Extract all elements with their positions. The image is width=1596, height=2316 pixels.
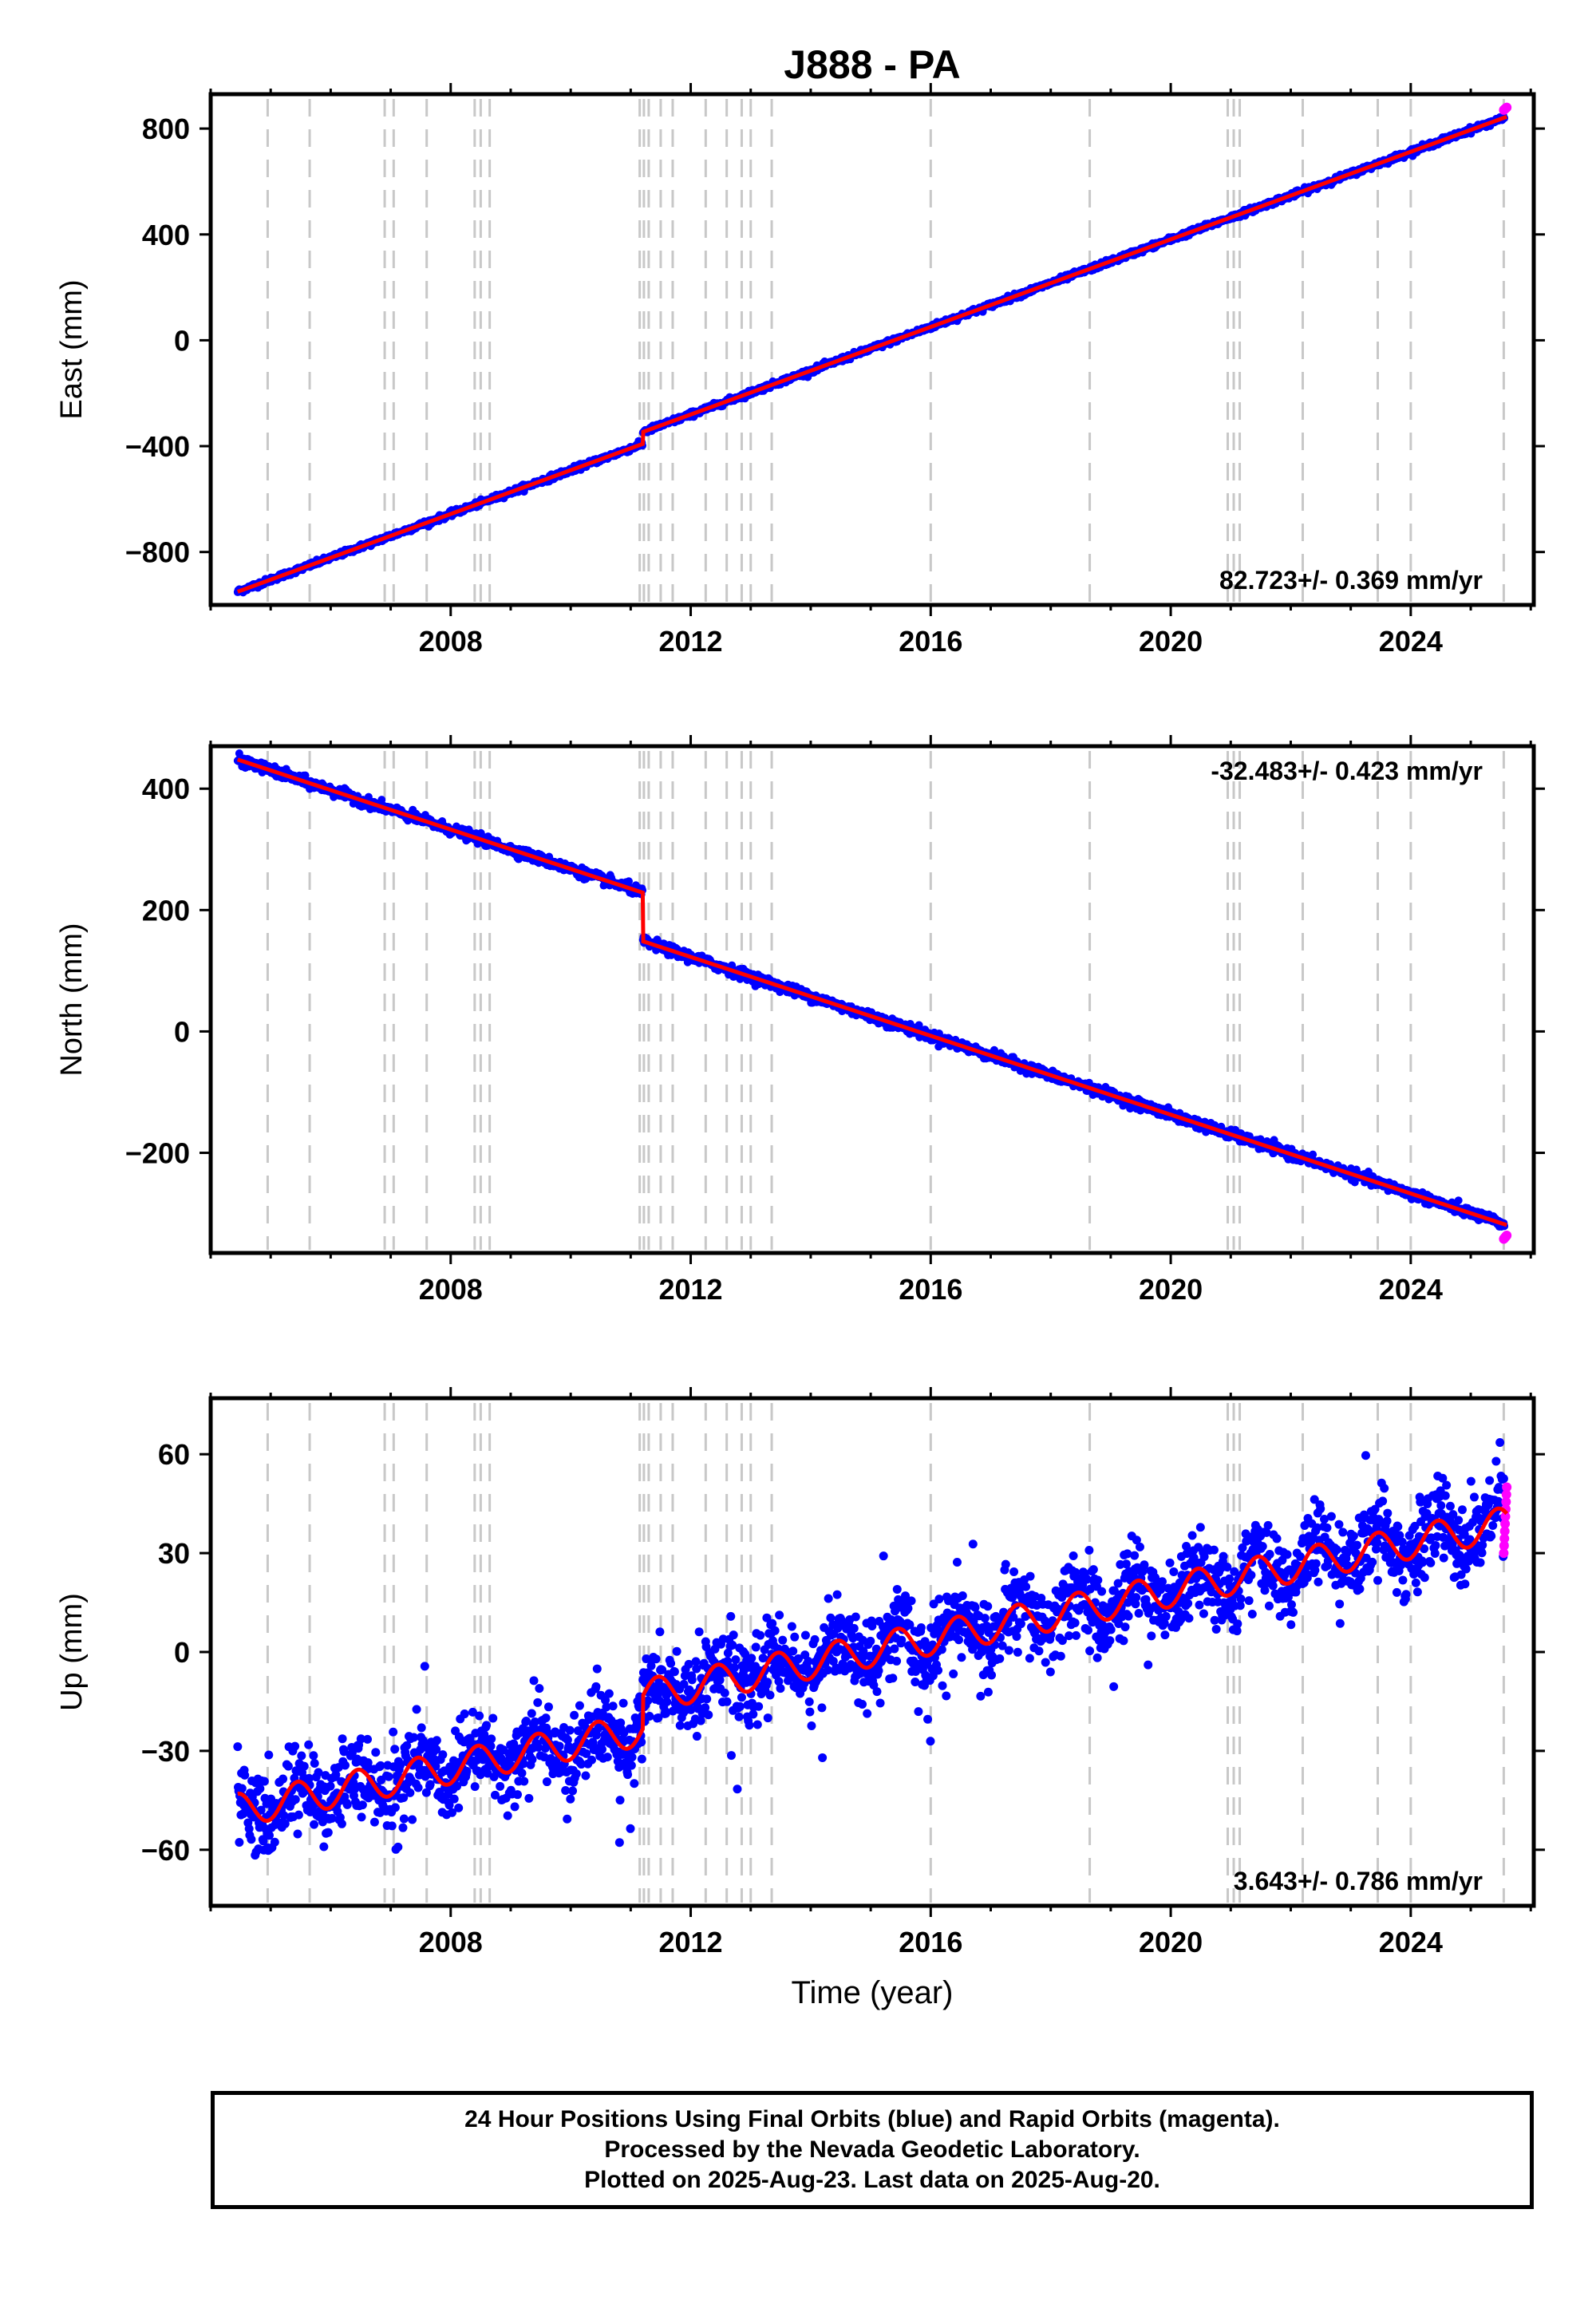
series-final-orbits xyxy=(233,1438,1509,1860)
model-fit-line xyxy=(236,114,1508,594)
x-tick-label: 2020 xyxy=(1139,1273,1203,1306)
data-point xyxy=(255,1784,265,1793)
data-point xyxy=(233,1742,243,1752)
y-tick-label: 200 xyxy=(142,894,190,927)
x-tick-label: 2016 xyxy=(899,1273,962,1306)
x-tick-label: 2012 xyxy=(658,1273,722,1306)
data-point xyxy=(283,1761,293,1771)
x-tick-label: 2024 xyxy=(1379,625,1443,658)
panel-north: 2008 2012 2016 2020 2024 −200 0 200 400 North (mm… xyxy=(55,735,1545,1306)
x-tick-label: 2016 xyxy=(899,625,962,658)
data-point xyxy=(279,1774,288,1784)
data-point xyxy=(247,1835,256,1844)
data-point xyxy=(259,1777,269,1786)
chart-panels: 2008 2012 2016 2020 2024 −800 −400 0 400 800 East … xyxy=(55,83,1545,2010)
y-axis-label: East (mm) xyxy=(55,279,89,419)
rate-annotation: 82.723+/- 0.369 mm/yr xyxy=(1219,566,1483,595)
rapid-point xyxy=(1502,102,1512,113)
series-rapid-orbits xyxy=(1499,1230,1512,1244)
y-tick-label: 0 xyxy=(174,1015,190,1048)
rate-annotation: -32.483+/- 0.423 mm/yr xyxy=(1211,757,1483,785)
data-point xyxy=(235,1838,244,1848)
y-tick-label: 400 xyxy=(142,773,190,805)
x-tick-label: 2012 xyxy=(658,625,722,658)
y-tick-label: −200 xyxy=(125,1137,190,1170)
y-tick-label: 400 xyxy=(142,219,190,251)
panel-east: 2008 2012 2016 2020 2024 −800 −400 0 400 800 East … xyxy=(55,83,1545,658)
data-point xyxy=(270,1837,279,1847)
y-tick-label: −400 xyxy=(125,430,190,463)
data-point xyxy=(1454,1196,1463,1205)
data-point xyxy=(240,1770,250,1780)
series-rapid-orbits xyxy=(1499,102,1512,115)
y-tick-label: 800 xyxy=(142,113,190,145)
x-tick-label: 2008 xyxy=(419,1273,483,1306)
y-tick-label: 0 xyxy=(174,324,190,357)
x-tick-label: 2008 xyxy=(419,625,483,658)
y-axis-label: North (mm) xyxy=(55,923,89,1076)
chart-title: J888 - PA xyxy=(784,42,960,87)
data-point xyxy=(264,1750,274,1760)
x-tick-label: 2024 xyxy=(1379,1273,1443,1306)
data-point xyxy=(237,1784,247,1793)
x-tick-label: 2020 xyxy=(1139,625,1203,658)
rapid-point xyxy=(1502,1230,1512,1240)
y-tick-label: −800 xyxy=(125,536,190,569)
